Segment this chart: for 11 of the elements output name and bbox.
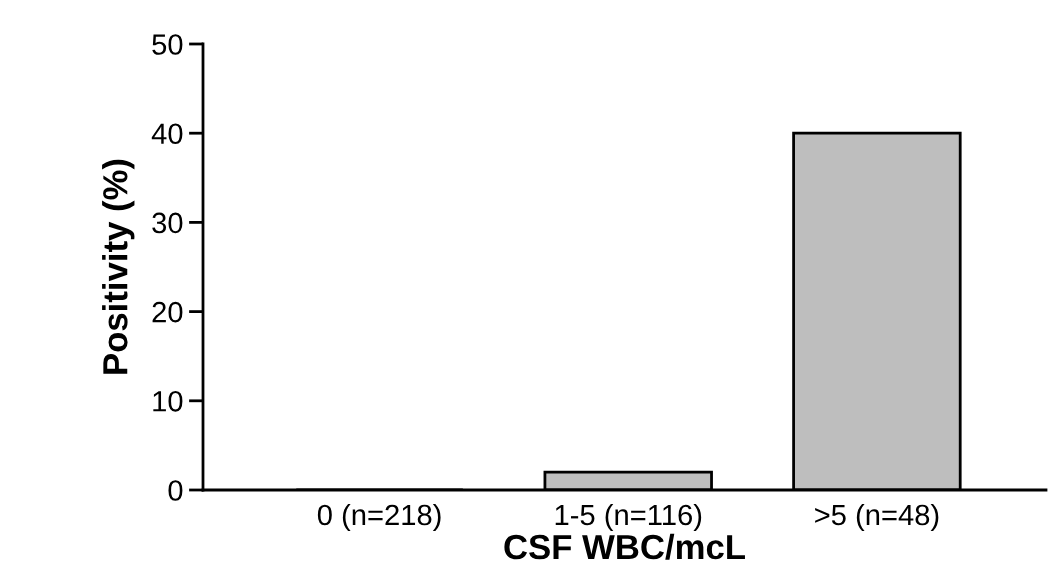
- x-tick-label: 0 (n=218): [317, 503, 441, 532]
- y-tick-label: 40: [151, 123, 183, 145]
- y-tick-label: 20: [152, 301, 183, 323]
- y-tick-label: 10: [153, 391, 183, 412]
- x-tick-label: 1-5 (n=116): [555, 503, 702, 532]
- y-axis-title: Positivity (%): [102, 159, 135, 374]
- x-axis-title: CSF WBC/mcL: [504, 533, 745, 560]
- x-tick-label: >5 (n=48): [815, 503, 939, 532]
- y-tick-label: 50: [152, 34, 183, 55]
- y-tick-label: 0: [168, 480, 183, 501]
- y-tick-label: 30: [152, 212, 183, 234]
